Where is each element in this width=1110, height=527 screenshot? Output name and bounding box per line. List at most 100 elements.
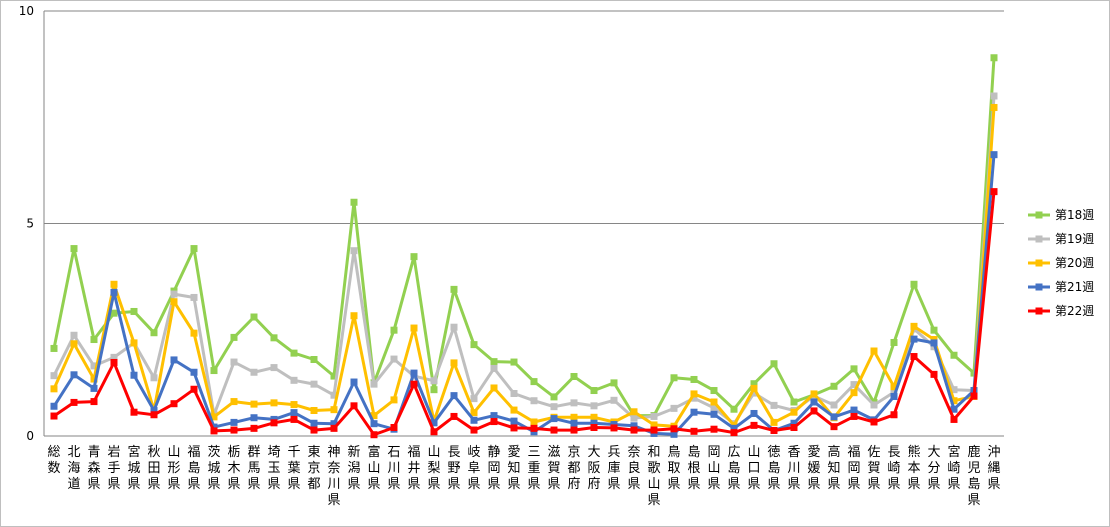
x-tick-label: 沖縄県: [987, 445, 1000, 492]
data-point: [890, 339, 898, 346]
data-point: [190, 245, 198, 253]
data-point: [950, 405, 958, 413]
data-point: [830, 423, 838, 431]
data-point: [630, 414, 638, 422]
data-point: [270, 334, 278, 342]
legend-swatch-marker: [1035, 259, 1043, 267]
data-point: [730, 429, 738, 437]
data-point: [250, 400, 258, 408]
data-point: [890, 383, 898, 391]
x-tick-label: 栃木県: [227, 445, 240, 492]
data-point: [990, 188, 998, 196]
data-point: [610, 396, 618, 404]
data-point: [930, 370, 938, 378]
data-point: [850, 381, 858, 389]
legend-label: 第20週: [1055, 256, 1094, 270]
legend-swatch-marker: [1035, 235, 1043, 243]
x-tick-label: 宮城県: [127, 444, 140, 492]
data-point: [350, 378, 358, 386]
data-point: [270, 399, 278, 407]
data-point: [910, 280, 918, 288]
x-tick-label: 秋田県: [147, 445, 160, 492]
data-point: [830, 413, 838, 421]
x-tick-label: 山口県: [747, 445, 760, 492]
data-point: [810, 390, 818, 398]
data-point: [750, 409, 758, 417]
data-point: [530, 418, 538, 426]
data-point: [910, 353, 918, 361]
data-point: [710, 387, 718, 395]
data-point: [250, 313, 258, 321]
data-point: [310, 419, 318, 427]
x-tick-label: 徳島県: [767, 445, 780, 492]
data-point: [210, 413, 218, 421]
data-point: [330, 420, 338, 428]
data-point: [650, 412, 658, 420]
data-point: [550, 393, 558, 401]
data-point: [290, 401, 298, 409]
x-tick-label: 熊本県: [907, 444, 920, 492]
legend-item: 第18週: [1028, 208, 1094, 222]
data-point: [690, 408, 698, 416]
x-tick-label: 岐阜県: [467, 445, 480, 492]
data-point: [530, 378, 538, 386]
gridlines: [43, 10, 1004, 437]
x-tick-label: 福岡県: [847, 445, 860, 492]
data-point: [650, 426, 658, 434]
data-point: [350, 198, 358, 206]
data-point: [50, 412, 58, 420]
x-tick-label: 三重県: [527, 445, 540, 492]
data-point: [990, 103, 998, 111]
legend-swatch-marker: [1035, 283, 1043, 291]
x-tick-label: 福島県: [187, 445, 200, 492]
data-point: [290, 349, 298, 357]
x-tick-label: 北海道: [67, 445, 80, 492]
data-point: [790, 398, 798, 406]
data-point: [250, 424, 258, 432]
data-point: [910, 335, 918, 343]
data-point: [690, 375, 698, 383]
data-point: [410, 369, 418, 377]
data-point: [750, 389, 758, 397]
data-point: [110, 353, 118, 361]
legend-label: 第19週: [1055, 232, 1094, 246]
data-point: [850, 412, 858, 420]
x-tick-label: 埼玉県: [267, 445, 280, 492]
data-point: [750, 380, 758, 388]
data-point: [270, 364, 278, 372]
data-point: [150, 407, 158, 414]
data-point: [290, 376, 298, 384]
data-point: [950, 397, 958, 405]
series-lines: [50, 54, 998, 439]
legend-label: 第22週: [1055, 304, 1094, 318]
data-point: [370, 420, 378, 428]
y-tick-label: 5: [26, 217, 34, 231]
data-point: [570, 419, 578, 427]
data-point: [190, 329, 198, 337]
data-point: [850, 365, 858, 373]
data-point: [590, 402, 598, 410]
data-point: [710, 398, 718, 406]
data-point: [330, 424, 338, 432]
data-point: [410, 324, 418, 332]
data-point: [670, 430, 678, 438]
x-tick-label: 長崎県: [887, 445, 900, 492]
data-point: [470, 409, 478, 417]
data-point: [830, 382, 838, 390]
data-point: [130, 408, 138, 416]
data-point: [590, 413, 598, 421]
data-point: [490, 412, 498, 420]
data-point: [750, 384, 758, 392]
data-point: [550, 426, 558, 434]
x-axis-categories: 総数北海道青森県岩手県宮城県秋田県山形県福島県茨城県栃木県群馬県埼玉県千葉県東京…: [47, 444, 1000, 508]
x-tick-label: 愛媛県: [807, 445, 820, 492]
data-point: [250, 414, 258, 422]
data-point: [310, 426, 318, 434]
data-point: [990, 151, 998, 159]
data-point: [770, 426, 778, 434]
data-point: [490, 364, 498, 372]
y-tick-label: 0: [26, 429, 34, 443]
data-point: [290, 415, 298, 423]
x-tick-label: 茨城県: [207, 445, 220, 492]
